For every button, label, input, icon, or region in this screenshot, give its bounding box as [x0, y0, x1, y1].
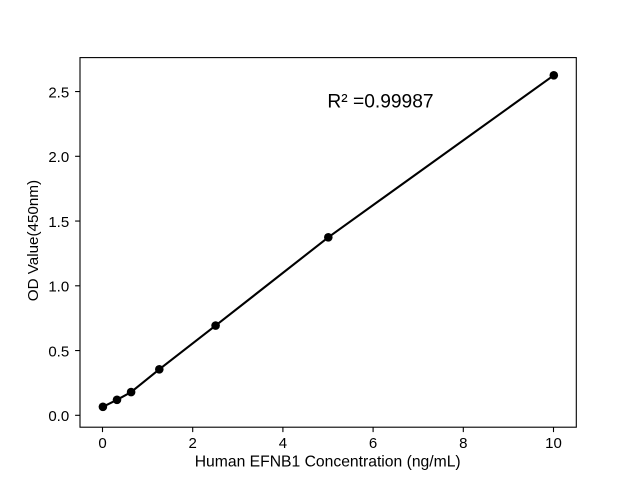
svg-text:R² =0.99987: R² =0.99987: [327, 92, 433, 113]
svg-text:10: 10: [545, 435, 562, 452]
svg-text:0.0: 0.0: [48, 408, 69, 425]
svg-text:2.5: 2.5: [48, 84, 69, 101]
svg-text:0.5: 0.5: [48, 343, 69, 360]
svg-text:1.0: 1.0: [48, 279, 69, 296]
svg-text:4: 4: [279, 435, 287, 452]
svg-text:Human EFNB1 Concentration (ng/: Human EFNB1 Concentration (ng/mL): [195, 453, 461, 470]
svg-text:2.0: 2.0: [48, 149, 69, 166]
svg-text:8: 8: [459, 435, 467, 452]
svg-text:6: 6: [369, 435, 377, 452]
svg-text:OD Value(450nm): OD Value(450nm): [25, 180, 42, 301]
svg-text:2: 2: [189, 435, 197, 452]
svg-text:0: 0: [98, 435, 106, 452]
svg-text:1.5: 1.5: [48, 214, 69, 231]
